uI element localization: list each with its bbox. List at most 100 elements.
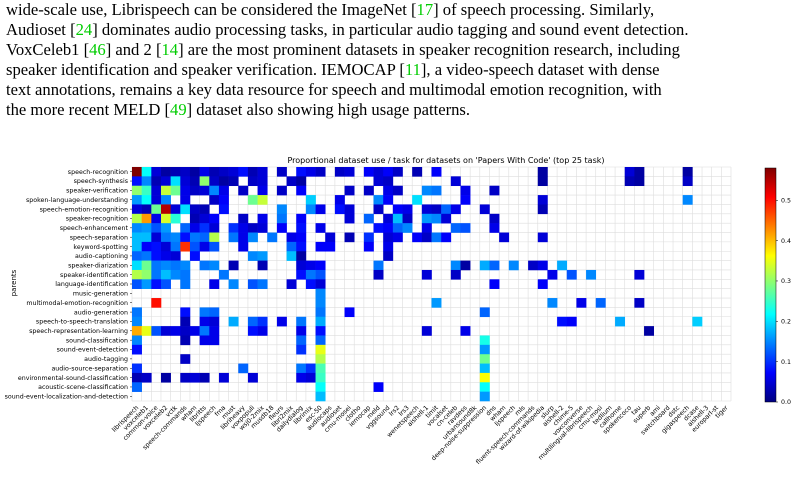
- heatmap-cell: [199, 167, 210, 177]
- row-label: music-generation: [73, 291, 128, 298]
- heatmap-cell: [218, 195, 229, 205]
- heatmap-cell: [373, 195, 384, 205]
- heatmap-cell: [132, 382, 142, 392]
- heatmap-cell: [315, 241, 326, 252]
- row-label: speech-separation: [70, 234, 128, 241]
- heatmap-cell: [199, 316, 210, 327]
- heatmap-cell: [180, 269, 191, 280]
- heatmap-cell: [189, 176, 200, 187]
- heatmap-cell: [199, 213, 210, 224]
- heatmap-cell: [479, 382, 490, 392]
- heatmap-cell: [228, 176, 239, 187]
- heatmap-cell: [170, 232, 181, 243]
- heatmap-cell: [479, 363, 490, 374]
- row-label: speaker-recognition: [66, 216, 128, 223]
- heatmap-cell: [441, 232, 452, 243]
- heatmap-cell: [315, 372, 326, 383]
- heatmap-cell: [431, 185, 442, 196]
- row-label: speaker-diarization: [68, 262, 128, 269]
- heatmap-cell: [537, 167, 548, 177]
- heatmap-cell: [363, 241, 374, 252]
- heatmap-cell: [489, 213, 500, 224]
- citation-link[interactable]: 46: [89, 40, 106, 59]
- heatmap-cell: [537, 195, 548, 205]
- citation-link[interactable]: 49: [170, 100, 187, 119]
- heatmap-cell: [160, 241, 171, 252]
- heatmap-cell: [450, 204, 461, 215]
- heatmap-cell: [141, 326, 152, 336]
- text-line: wide-scale use, Librispeech can be consi…: [6, 0, 655, 19]
- heatmap-cell: [489, 260, 500, 271]
- heatmap-cell: [209, 185, 220, 196]
- heatmap-cell: [315, 307, 326, 318]
- heatmap-cell: [383, 241, 394, 252]
- heatmap-cells: [132, 167, 703, 402]
- heatmap-cell: [180, 316, 191, 327]
- heatmap-cell: [557, 260, 568, 271]
- heatmap-cell: [170, 260, 181, 271]
- heatmap-cell: [132, 260, 142, 271]
- heatmap-cell: [151, 195, 162, 205]
- text-line: VoxCeleb1 [46] and 2 [14] are the most p…: [6, 40, 680, 59]
- row-label: environmental-sound-classification: [18, 375, 128, 382]
- heatmap-cell: [189, 372, 200, 383]
- citation-link[interactable]: 14: [161, 40, 179, 59]
- heatmap-cell: [218, 185, 229, 196]
- heatmap-figure: Proportional dataset use / task for data…: [5, 156, 791, 466]
- heatmap-cell: [189, 251, 200, 261]
- heatmap-cell: [238, 223, 249, 233]
- citation-link[interactable]: 17: [416, 0, 434, 19]
- heatmap-cell: [199, 260, 210, 271]
- row-label: language-identification: [55, 281, 128, 288]
- row-label: sound-event-detection: [57, 347, 128, 354]
- heatmap-cell: [296, 363, 307, 374]
- heatmap-cell: [132, 195, 142, 205]
- heatmap-cell: [189, 223, 200, 233]
- heatmap-cell: [199, 185, 210, 196]
- citation-link[interactable]: 24: [75, 20, 93, 39]
- heatmap-cell: [257, 213, 268, 224]
- heatmap-cell: [450, 269, 461, 280]
- row-label: speech-enhancement: [60, 225, 129, 232]
- heatmap-cell: [160, 213, 171, 224]
- heatmap-cell: [160, 223, 171, 233]
- heatmap-cell: [189, 204, 200, 215]
- heatmap-cell: [257, 176, 268, 187]
- heatmap-cell: [151, 279, 162, 289]
- heatmap-cell: [247, 316, 258, 327]
- heatmap-cell: [412, 232, 423, 243]
- colorbar-tick-label: 0.2: [781, 319, 791, 326]
- heatmap-cell: [373, 260, 384, 271]
- row-label: audio-source-separation: [51, 365, 128, 372]
- heatmap-cell: [180, 279, 191, 289]
- heatmap-cell: [238, 363, 249, 374]
- heatmap-cell: [479, 307, 490, 318]
- text-line: the more recent MELD [49] dataset also s…: [6, 100, 471, 119]
- row-label: audio-generation: [74, 309, 128, 316]
- citation-link[interactable]: 11: [404, 60, 421, 79]
- heatmap-cell: [160, 185, 171, 196]
- heatmap-cell: [315, 279, 326, 289]
- heatmap-cell: [170, 204, 181, 215]
- heatmap-cell: [151, 176, 162, 187]
- heatmap-cell: [431, 167, 442, 177]
- colorbar-tick-label: 0.0: [781, 399, 791, 406]
- y-axis-label: parents: [10, 269, 18, 296]
- colorbar: [764, 167, 777, 403]
- heatmap-cell: [305, 195, 316, 205]
- heatmap-cell: [325, 241, 336, 252]
- heatmap-cell: [479, 391, 490, 402]
- heatmap-cell: [170, 251, 181, 261]
- row-labels: speech-recognition speech-synthesis speake…: [5, 169, 132, 401]
- heatmap-cell: [257, 195, 268, 205]
- heatmap-cell: [141, 167, 152, 177]
- heatmap-cell: [132, 307, 142, 318]
- heatmap-cell: [209, 335, 220, 346]
- heatmap-cell: [450, 176, 461, 187]
- heatmap-cell: [180, 260, 191, 271]
- heatmap-cell: [296, 213, 307, 224]
- text-line: Audioset [24] dominates audio processing…: [6, 20, 689, 39]
- heatmap-cell: [132, 251, 142, 261]
- heatmap-cell: [315, 382, 326, 392]
- heatmap-cell: [334, 195, 345, 205]
